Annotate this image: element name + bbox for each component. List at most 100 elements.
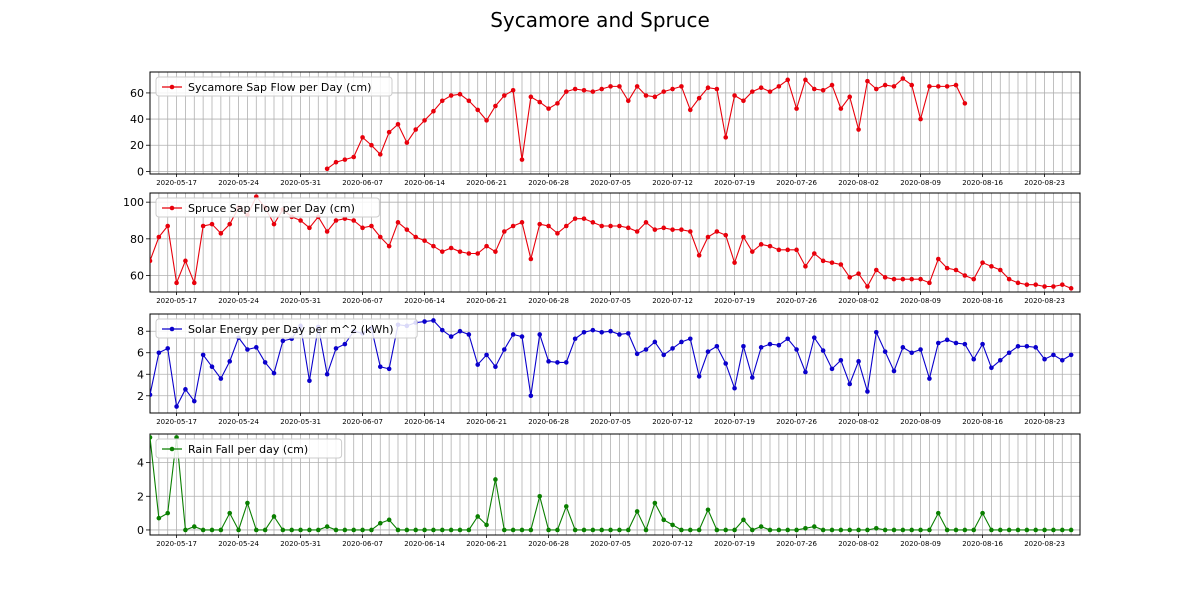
data-point	[555, 360, 560, 365]
data-point	[555, 101, 560, 106]
data-point	[448, 527, 454, 533]
data-point	[165, 510, 171, 516]
data-point	[696, 95, 702, 101]
data-point	[457, 328, 463, 334]
data-point	[377, 520, 383, 526]
data-point	[307, 527, 312, 533]
data-point	[1042, 284, 1047, 289]
data-point	[475, 514, 481, 519]
data-point	[997, 267, 1003, 273]
data-point	[422, 118, 427, 123]
data-point	[900, 527, 906, 533]
data-point	[997, 357, 1003, 363]
data-point	[714, 527, 720, 533]
data-point	[572, 216, 578, 221]
data-point	[510, 332, 516, 337]
data-point	[643, 220, 649, 225]
data-point	[271, 370, 277, 376]
data-point	[174, 404, 179, 409]
data-point	[183, 387, 188, 392]
data-point	[324, 229, 330, 234]
data-point	[563, 223, 569, 229]
data-point	[1051, 527, 1056, 533]
data-point	[563, 89, 569, 94]
data-point	[377, 364, 383, 370]
data-point	[953, 267, 959, 273]
data-point	[838, 106, 844, 111]
data-point	[200, 223, 206, 229]
x-tick-label: 2020-06-07	[342, 297, 383, 305]
data-point	[856, 359, 861, 364]
data-point	[439, 249, 445, 254]
data-point	[369, 223, 374, 229]
data-point	[422, 527, 427, 533]
data-point	[537, 221, 543, 227]
legend-box	[155, 76, 393, 97]
x-tick-label: 2020-08-16	[962, 540, 1003, 548]
axes-frame	[149, 433, 1081, 536]
data-point	[873, 525, 879, 531]
data-point	[847, 527, 853, 533]
data-point	[732, 93, 737, 98]
data-point	[493, 103, 498, 109]
data-point	[927, 376, 932, 381]
data-point	[528, 94, 534, 100]
data-point	[581, 329, 587, 335]
data-point	[581, 527, 587, 533]
data-point	[670, 522, 675, 528]
data-point	[891, 84, 897, 89]
data-point	[555, 527, 560, 533]
x-tick-label: 2020-06-28	[528, 297, 569, 305]
y-tick-label: 0	[137, 165, 144, 178]
data-point	[209, 527, 215, 533]
y-tick-label: 4	[137, 368, 144, 381]
data-point	[1006, 350, 1012, 356]
data-point	[838, 262, 844, 267]
x-tick-label: 2020-06-28	[528, 179, 569, 187]
data-point	[227, 510, 233, 516]
axes-frame	[149, 71, 1081, 175]
data-point	[431, 243, 436, 249]
data-point	[679, 227, 684, 232]
data-point	[625, 225, 631, 231]
x-tick-label: 2020-08-16	[962, 297, 1003, 305]
x-tick-label: 2020-07-26	[776, 179, 817, 187]
data-point	[935, 340, 941, 346]
x-tick-label: 2020-07-05	[590, 297, 631, 305]
y-tick-label: 8	[137, 325, 144, 338]
x-tick-label: 2020-06-28	[528, 540, 569, 548]
x-tick-label: 2020-08-23	[1024, 418, 1065, 426]
data-point	[625, 331, 631, 336]
data-point	[307, 378, 312, 384]
data-point	[439, 98, 445, 104]
data-point	[661, 352, 667, 358]
data-point	[563, 504, 569, 509]
data-point	[395, 122, 401, 127]
data-point	[803, 264, 808, 269]
x-tick-label: 2020-05-24	[218, 540, 259, 548]
data-point	[918, 347, 923, 352]
y-tick-label: 2	[137, 390, 144, 403]
data-point	[767, 243, 773, 249]
data-point	[413, 527, 419, 533]
data-point	[989, 264, 994, 269]
data-point	[209, 221, 215, 227]
data-point	[183, 527, 188, 533]
data-point	[1033, 345, 1039, 350]
data-point	[873, 267, 879, 273]
data-point	[634, 509, 640, 514]
data-point	[873, 329, 879, 335]
x-tick-label: 2020-07-19	[714, 418, 755, 426]
data-point	[1033, 282, 1039, 287]
data-point	[882, 527, 888, 533]
data-point	[705, 234, 711, 240]
data-point	[191, 524, 197, 529]
data-point	[590, 89, 596, 94]
data-point	[989, 527, 994, 533]
data-point	[696, 527, 702, 533]
data-point	[475, 107, 481, 113]
data-point	[1042, 527, 1047, 533]
data-point	[1068, 286, 1074, 291]
data-point	[749, 375, 755, 380]
data-point	[803, 525, 808, 531]
